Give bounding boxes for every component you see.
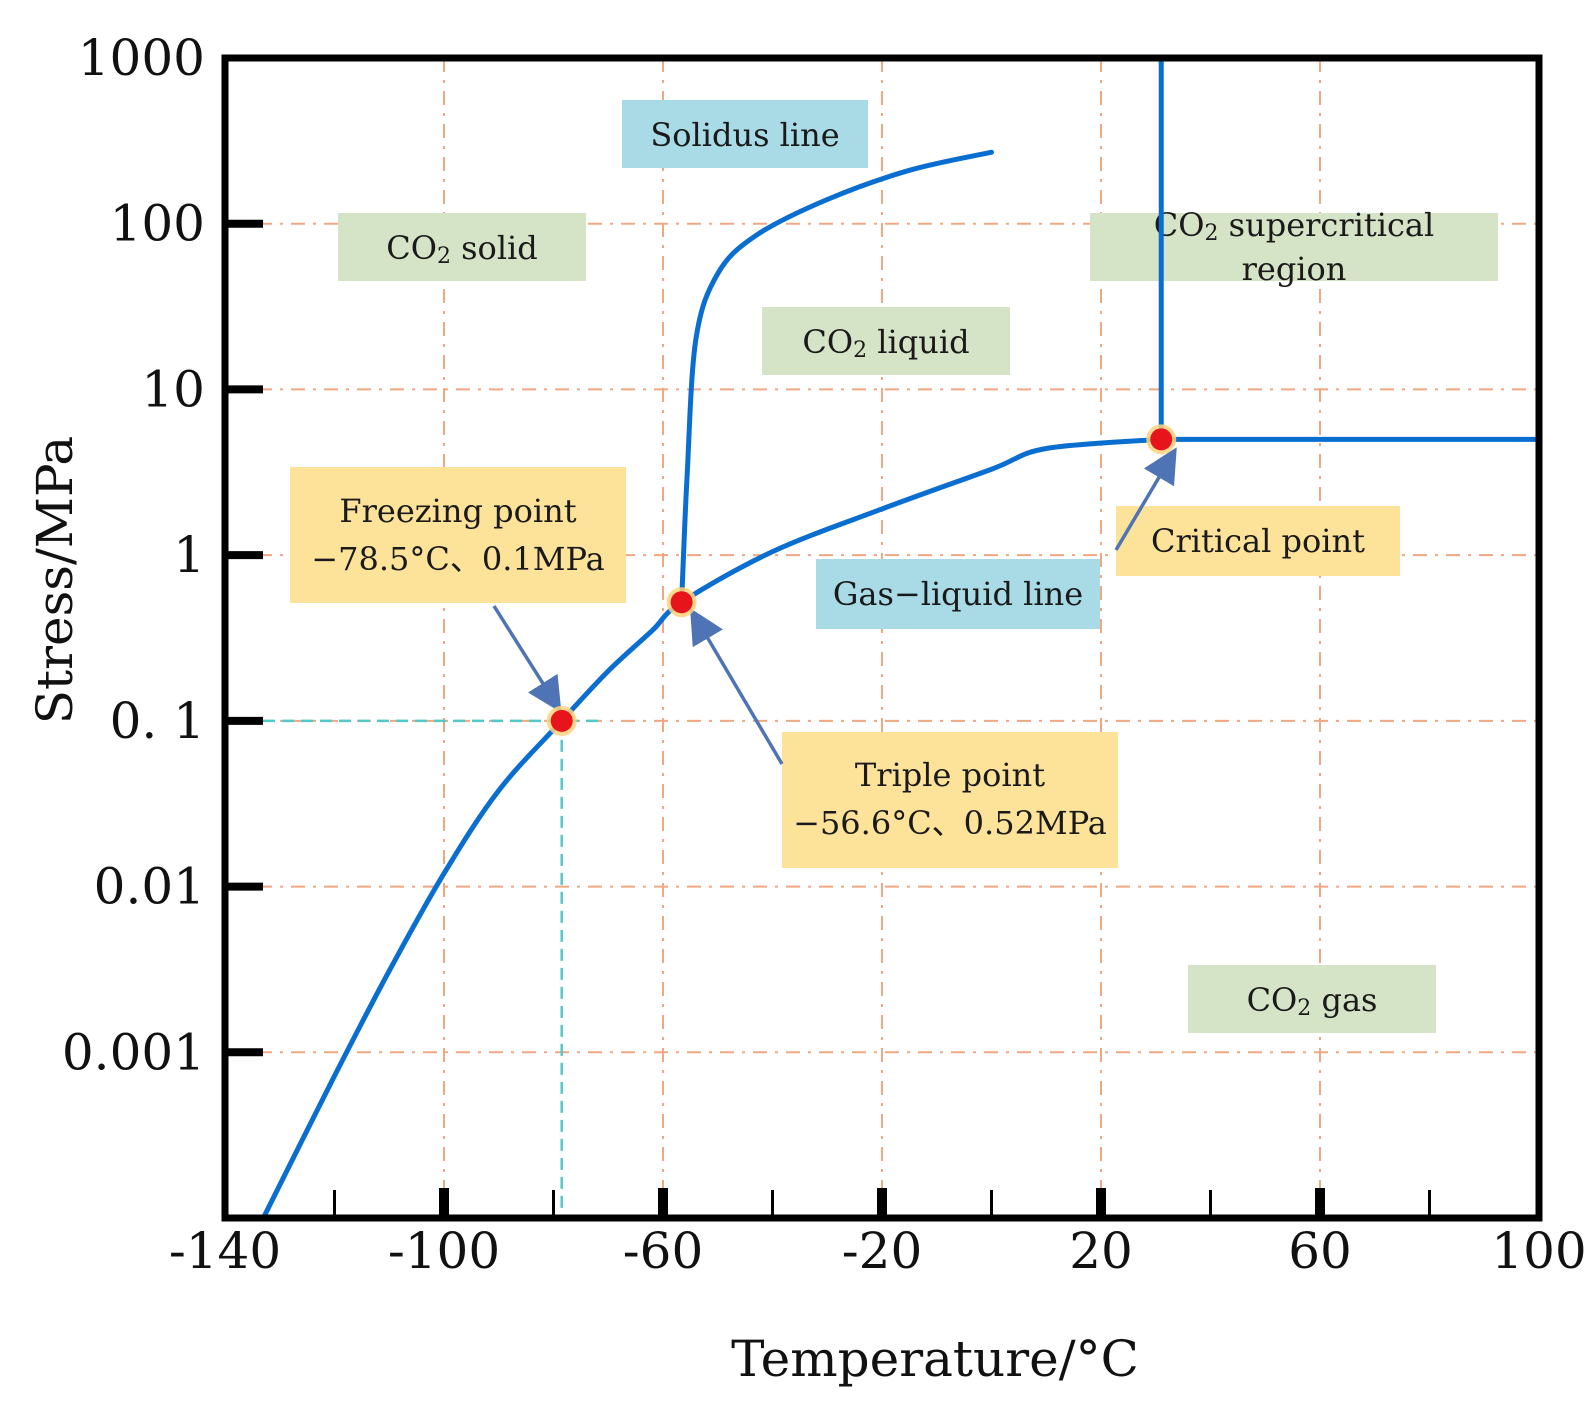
y-tick-label: 1000 — [78, 29, 205, 87]
solidus-curve — [679, 149, 994, 605]
x-tick-label: 60 — [1288, 1222, 1352, 1280]
solidus-label: Solidus line — [650, 116, 839, 154]
freezing-point-label: Freezing point — [339, 492, 576, 530]
annotation-arrows — [492, 447, 1177, 765]
co2-gas-label: CO2 gas — [1247, 981, 1378, 1021]
axis-tick-labels: -140 -100 -60 -20 20 60 100 0.001 0.01 0. 1 1 10 100… — [62, 29, 1587, 1280]
solidus-label-box — [622, 100, 868, 168]
triple-point-marker — [670, 591, 693, 614]
triple-point-label: Triple point — [855, 756, 1045, 794]
co2-solid-label: CO2 solid — [386, 229, 538, 269]
gas-liquid-label-box — [816, 559, 1100, 629]
triple-point-arrow — [690, 608, 784, 765]
critical-point-marker — [1150, 428, 1173, 451]
critical-point-label: Critical point — [1151, 522, 1365, 560]
y-tick-label: 10 — [141, 360, 205, 418]
triple-point-values: −56.6°C、0.52MPa — [793, 804, 1107, 842]
y-tick-label: 0. 1 — [110, 692, 205, 750]
phase-points — [546, 424, 1177, 736]
co2-liquid-label-box — [762, 307, 1010, 375]
x-tick-label: -60 — [623, 1222, 704, 1280]
axis-ticks — [225, 219, 1431, 1218]
y-tick-label: 100 — [110, 195, 205, 253]
supercritical-label-line1: CO2 supercritical — [1154, 206, 1434, 246]
y-tick-label: 1 — [173, 526, 205, 584]
y-axis-title: Stress/MPa — [26, 436, 84, 724]
x-tick-label: -20 — [842, 1222, 923, 1280]
freezing-point-marker — [550, 709, 573, 732]
gas-liquid-label: Gas−liquid line — [833, 575, 1083, 613]
annotation-boxes: Solidus line CO2 solid CO2 supercritical… — [290, 100, 1498, 1033]
critical-point-arrow — [1114, 447, 1177, 551]
x-tick-label: 20 — [1069, 1222, 1133, 1280]
x-tick-label: -140 — [169, 1222, 281, 1280]
freezing-point-label-box — [290, 467, 626, 603]
gas-liquid-curve — [260, 436, 1164, 1221]
x-tick-label: -100 — [388, 1222, 500, 1280]
critical-point-label-box — [1116, 506, 1400, 576]
freezing-point-arrow — [492, 605, 562, 713]
triple-point-label-box — [782, 732, 1118, 868]
co2-liquid-label: CO2 liquid — [802, 323, 969, 363]
x-axis-title: Temperature/°C — [731, 1330, 1139, 1388]
freezing-point-values: −78.5°C、0.1MPa — [311, 540, 604, 578]
x-tick-label: 100 — [1491, 1222, 1586, 1280]
y-tick-label: 0.01 — [94, 858, 205, 916]
freezing-point-guides — [225, 719, 602, 1218]
phase-curves — [260, 55, 1542, 1221]
co2-gas-label-box — [1188, 965, 1436, 1033]
supercritical-label-box — [1090, 213, 1498, 281]
y-tick-label: 0.001 — [62, 1023, 205, 1081]
co2-solid-label-box — [338, 213, 586, 281]
supercritical-label-line2: region — [1242, 250, 1347, 288]
